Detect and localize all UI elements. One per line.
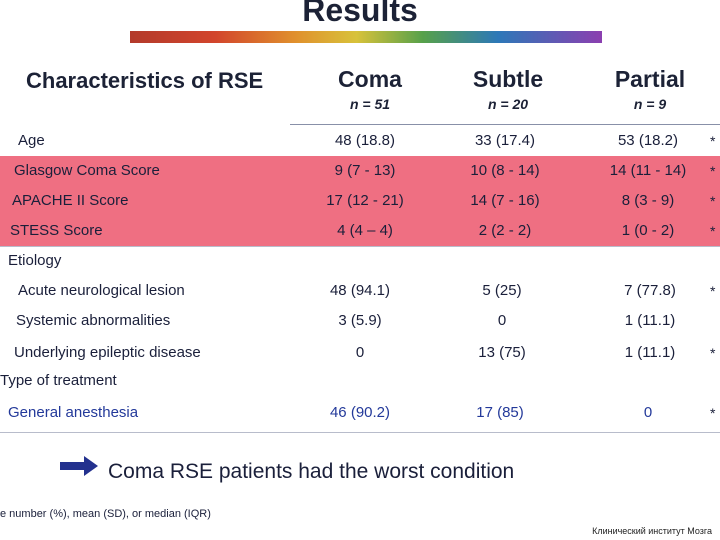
table-row-age: Age 48 (18.8) 33 (17.4) 53 (18.2) * — [0, 126, 720, 156]
cell-partial: 14 (11 - 14) — [609, 162, 687, 179]
footnote: e number (%), mean (SD), or median (IQR) — [0, 508, 211, 520]
cell-subtle: 5 (25) — [482, 282, 522, 299]
header-rule — [290, 124, 720, 125]
cell-coma: 17 (12 - 21) — [326, 192, 404, 209]
row-label: Etiology — [8, 252, 62, 269]
significance-mark: * — [710, 283, 716, 299]
cell-coma: 48 (94.1) — [329, 282, 391, 299]
row-label: Age — [18, 132, 45, 149]
table-row-stess: STESS Score 4 (4 – 4) 2 (2 - 2) 1 (0 - 2… — [0, 216, 720, 246]
table-row-apache: APACHE II Score 17 (12 - 21) 14 (7 - 16)… — [0, 186, 720, 216]
cell-coma: 48 (18.8) — [334, 132, 396, 149]
significance-mark: * — [710, 163, 716, 179]
table-row-epileptic: Underlying epileptic disease 0 13 (75) 1… — [0, 338, 720, 368]
column-n-partial: n = 9 — [633, 96, 667, 112]
title-color-bar — [130, 31, 602, 43]
cell-subtle: 17 (85) — [476, 404, 524, 421]
row-label: General anesthesia — [8, 404, 139, 421]
slide-title: Results — [302, 0, 418, 28]
significance-mark: * — [710, 133, 716, 149]
column-header-coma: Coma — [338, 66, 402, 92]
significance-mark: * — [710, 345, 716, 361]
cell-subtle: 2 (2 - 2) — [478, 222, 532, 239]
cell-partial: 8 (3 - 9) — [621, 192, 675, 209]
significance-mark: * — [710, 193, 716, 209]
cell-partial: 7 (77.8) — [624, 282, 676, 299]
row-label: Glasgow Coma Score — [14, 162, 160, 179]
cell-coma: 46 (90.2) — [329, 404, 391, 421]
section-rule — [0, 246, 720, 247]
cell-subtle: 10 (8 - 14) — [470, 162, 540, 179]
table-title: Characteristics of RSE — [26, 68, 264, 93]
cell-coma: 4 (4 – 4) — [337, 222, 393, 239]
table-row-treatment-type: Type of treatment — [0, 366, 720, 396]
cell-partial: 53 (18.2) — [617, 132, 679, 149]
cell-subtle: 33 (17.4) — [474, 132, 536, 149]
column-header-subtle: Subtle — [472, 66, 544, 92]
cell-coma: 0 — [355, 344, 365, 361]
table-row-acute-lesion: Acute neurological lesion 48 (94.1) 5 (2… — [0, 276, 720, 306]
column-n-coma: n = 51 — [349, 96, 391, 112]
row-label: Systemic abnormalities — [16, 312, 171, 329]
cell-subtle: 0 — [497, 312, 507, 329]
row-label: STESS Score — [10, 222, 103, 239]
cell-partial: 1 (11.1) — [624, 344, 676, 361]
cell-partial: 1 (11.1) — [624, 312, 676, 329]
row-label: Type of treatment — [0, 372, 117, 389]
table-bottom-rule — [0, 432, 720, 433]
row-label: Underlying epileptic disease — [14, 344, 201, 361]
cell-subtle: 13 (75) — [478, 344, 526, 361]
column-n-subtle: n = 20 — [487, 96, 529, 112]
row-label: APACHE II Score — [12, 192, 129, 209]
column-header-partial: Partial — [614, 66, 686, 92]
conclusion-text: Coma RSE patients had the worst conditio… — [108, 460, 515, 483]
cell-partial: 1 (0 - 2) — [621, 222, 675, 239]
cell-subtle: 14 (7 - 16) — [470, 192, 540, 209]
cell-partial: 0 — [643, 404, 653, 421]
cell-coma: 3 (5.9) — [338, 312, 382, 329]
table-row-glasgow: Glasgow Coma Score 9 (7 - 13) 10 (8 - 14… — [0, 156, 720, 186]
table-row-general-anesthesia: General anesthesia 46 (90.2) 17 (85) 0 * — [0, 398, 720, 428]
table-row-systemic: Systemic abnormalities 3 (5.9) 0 1 (11.1… — [0, 306, 720, 336]
arrow-right-icon — [60, 456, 98, 476]
row-label: Acute neurological lesion — [18, 282, 185, 299]
credit-text: Клинический институт Мозга — [592, 526, 712, 536]
significance-mark: * — [710, 405, 716, 421]
cell-coma: 9 (7 - 13) — [334, 162, 396, 179]
significance-mark: * — [710, 223, 716, 239]
table-row-etiology: Etiology — [0, 246, 720, 276]
